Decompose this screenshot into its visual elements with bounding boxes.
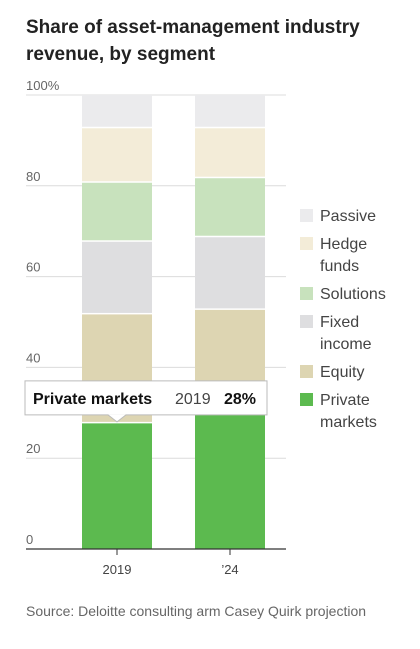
legend-label: Hedge: [320, 236, 367, 253]
tooltip-value: 28%: [224, 391, 256, 408]
legend-swatch: [300, 365, 313, 378]
chart-title: Share of asset-management industry reven…: [26, 17, 360, 65]
legend-label: Passive: [320, 208, 376, 225]
bar-segment[interactable]: [195, 237, 265, 309]
bar-segment[interactable]: [82, 95, 152, 127]
tooltip-series: Private markets: [33, 391, 152, 408]
y-axis-ticks: 0 20 40 60 80 100%: [26, 78, 60, 547]
legend: Passive Hedge funds Solutions Fixed income Equ…: [300, 208, 386, 431]
bar-segment[interactable]: [195, 128, 265, 177]
legend-item: Passive: [300, 208, 376, 225]
bars: [82, 95, 265, 549]
tooltip: Private markets 2019 28%: [24, 380, 268, 423]
legend-label: Fixed: [320, 314, 359, 331]
legend-swatch: [300, 287, 313, 300]
legend-label: income: [320, 336, 372, 353]
bar-segment[interactable]: [82, 128, 152, 182]
legend-item: Fixed income: [300, 314, 372, 353]
bar-segment[interactable]: [195, 95, 265, 127]
legend-label: funds: [320, 258, 359, 275]
legend-swatch: [300, 315, 313, 328]
bar-segment[interactable]: [82, 182, 152, 241]
tooltip-box: [24, 380, 268, 416]
y-tick-label: 80: [26, 169, 40, 184]
x-axis: 2019 ’24: [26, 548, 286, 577]
stacked-bar-chart: 2019 ’24 0 20 40 60 80 100% Passive Hedge funds S…: [24, 78, 386, 577]
bar-segment[interactable]: [82, 241, 152, 313]
legend-item: Equity: [300, 364, 364, 381]
x-tick-label: ’24: [221, 562, 238, 577]
tooltip-pointer-outline: [107, 414, 127, 423]
legend-swatch: [300, 393, 313, 406]
bar-segment[interactable]: [195, 414, 265, 549]
legend-swatch: [300, 209, 313, 222]
bar-segment[interactable]: [82, 423, 152, 549]
legend-label: Equity: [320, 364, 364, 381]
legend-swatch: [300, 237, 313, 250]
legend-item: Private markets: [300, 392, 377, 431]
legend-label: Solutions: [320, 286, 386, 303]
y-tick-label: 0: [26, 532, 33, 547]
y-tick-label: 100%: [26, 78, 60, 93]
tooltip-category: 2019: [175, 391, 211, 408]
tooltip-pointer: [108, 414, 126, 422]
x-tick-label: 2019: [103, 562, 132, 577]
legend-label: markets: [320, 414, 377, 431]
y-tick-label: 20: [26, 441, 40, 456]
legend-label: Private: [320, 392, 370, 409]
bar-segment[interactable]: [195, 178, 265, 236]
y-tick-label: 60: [26, 260, 40, 275]
legend-item: Hedge funds: [300, 236, 367, 275]
legend-item: Solutions: [300, 286, 386, 303]
y-tick-label: 40: [26, 350, 40, 365]
source-note: Source: Deloitte consulting arm Casey Qu…: [26, 603, 367, 619]
